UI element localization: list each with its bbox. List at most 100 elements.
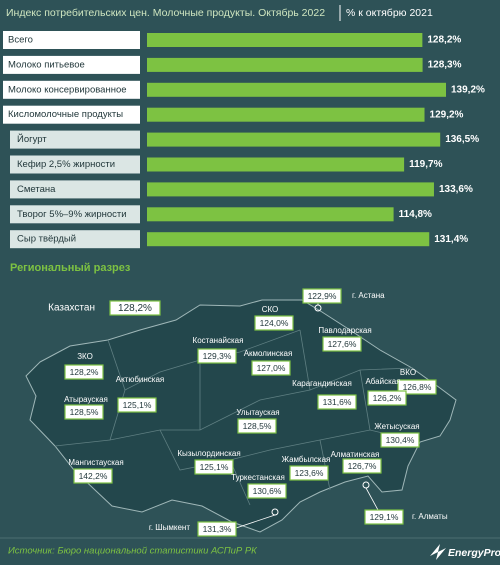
region-value-label: 128,2% (70, 367, 99, 377)
region-value-box (342, 458, 382, 474)
category-label-box (10, 180, 140, 199)
region-name: ВКО (400, 368, 416, 377)
region-name: г. Алматы (412, 512, 448, 521)
brand-icon (430, 544, 446, 560)
chart-subtitle: % к октябрю 2021 (346, 7, 433, 19)
region-value-box (367, 390, 407, 406)
category-label-box (3, 80, 140, 99)
region-value-box (197, 521, 237, 537)
value-label: 128,3% (428, 60, 462, 71)
region-value-label: 130,4% (386, 435, 415, 445)
value-label: 136,5% (445, 134, 479, 145)
region-borders (54, 329, 421, 506)
region-value-label: 126,8% (403, 382, 432, 392)
brand: EnergyProm (448, 547, 500, 559)
category-label: Всего (8, 35, 33, 46)
map: Казахстан 128,2% г. Астана 122,9% СКО 124,0% П… (25, 288, 457, 537)
category-label: Молоко консервированное (8, 84, 127, 95)
region-name: г. Шымкент (149, 523, 190, 532)
region-value-box (397, 379, 437, 395)
region-value-label: 126,2% (373, 393, 402, 403)
bar (147, 57, 423, 72)
region-name: Улытауская (236, 408, 279, 417)
region-value-box (64, 364, 104, 380)
region-value-label: 142,2% (79, 471, 108, 481)
bar (147, 232, 430, 247)
category-label: Сыр твёрдый (17, 234, 76, 245)
region-value-box (73, 468, 113, 484)
region-value-box (364, 509, 404, 525)
category-label: Кефир 2,5% жирности (17, 159, 115, 170)
category-label: Йогурт (17, 133, 47, 145)
bar (147, 132, 441, 147)
value-label: 133,6% (439, 184, 473, 195)
value-label: 139,2% (451, 84, 485, 95)
value-label: 114,8% (399, 209, 432, 220)
category-label-box (3, 55, 140, 74)
region-value-label: 122,9% (308, 291, 337, 301)
region-name: Костанайская (193, 336, 244, 345)
region-name: Карагандинская (292, 379, 352, 388)
value-label: 129,2% (430, 109, 464, 120)
region-value-box (237, 418, 277, 434)
category-label-box (3, 105, 140, 124)
region-value-box (289, 465, 329, 481)
category-label: Молоко питьевое (8, 59, 85, 70)
region-value-label: 128,2% (118, 303, 152, 314)
region-value-box (197, 348, 237, 364)
region-value-box (194, 459, 234, 475)
region-name: ЗКО (77, 352, 93, 361)
region-value-label: 127,0% (257, 363, 286, 373)
category-label-box (10, 205, 140, 224)
region-value-label: 125,1% (200, 462, 229, 472)
region-value-label: 128,5% (70, 407, 99, 417)
region-value-box (380, 432, 420, 448)
region-name: Кызылординская (177, 449, 240, 458)
region-value-label: 129,1% (370, 512, 399, 522)
bar (147, 182, 434, 197)
region-value-label: 125,1% (123, 400, 152, 410)
value-label: 131,4% (434, 234, 468, 245)
region-value-label: 131,3% (203, 524, 232, 534)
region-value-label: 130,6% (253, 486, 282, 496)
region-name: Мангистауская (68, 458, 123, 467)
region-name: Абайская (365, 377, 400, 386)
region-value-label: 124,0% (260, 318, 289, 328)
region-value-box (302, 288, 342, 304)
region-name: Алматинская (331, 450, 380, 459)
region-name: Павлодарская (318, 326, 371, 335)
region-name: Актюбинская (116, 375, 165, 384)
category-label: Творог 5%–9% жирности (17, 209, 127, 220)
region-value-label: 123,6% (295, 468, 324, 478)
region-name: г. Астана (352, 291, 385, 300)
region-value-label: 126,7% (348, 461, 377, 471)
bar (147, 33, 423, 47)
region-value-label: 131,6% (323, 397, 352, 407)
region-value-label: 128,5% (243, 421, 272, 431)
region-value-box (117, 397, 157, 413)
source-note: Источник: Бюро национальной статистики А… (8, 546, 258, 557)
region-value-box (317, 394, 357, 410)
country-outline (25, 299, 457, 533)
bar (147, 207, 394, 222)
region-name: Жетысуская (374, 422, 419, 431)
bar (147, 107, 425, 122)
region-value-box (251, 360, 291, 376)
region-name: Казахстан (48, 303, 95, 314)
category-label-box (10, 230, 140, 249)
region-name: Туркестанская (231, 473, 285, 482)
category-label-box (3, 31, 140, 49)
region-value-box (322, 336, 362, 352)
region-value-label: 127,6% (328, 339, 357, 349)
chart-title: Индекс потребительских цен. Молочные про… (6, 7, 325, 19)
region-name: Жамбылская (282, 455, 331, 464)
category-label-box (10, 130, 140, 149)
region-name: Атырауская (64, 395, 108, 404)
category-label: Сметана (17, 184, 56, 195)
region-name: Акмолинская (244, 349, 293, 358)
category-label: Кисломолочные продукты (8, 109, 123, 120)
region-value-box (254, 315, 294, 331)
bar (147, 82, 446, 97)
